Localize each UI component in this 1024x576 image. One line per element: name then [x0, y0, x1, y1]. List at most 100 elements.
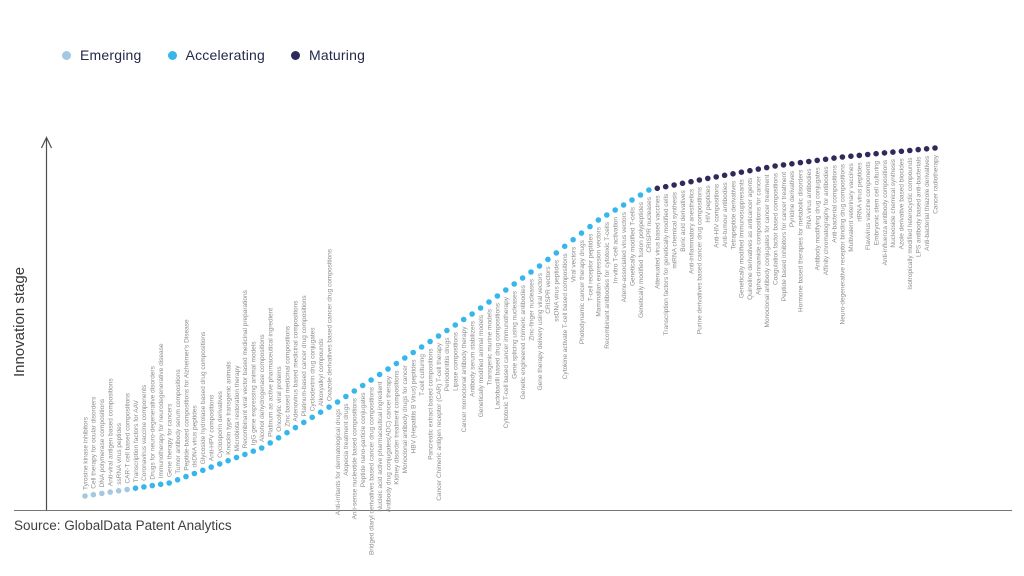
data-point: [376, 371, 383, 378]
data-point-label: Alopecia treatment drugs: [343, 403, 350, 476]
data-point: [451, 321, 459, 329]
data-point: [81, 492, 89, 500]
data-point-label: Adenovirus based medicinal compositions: [293, 300, 300, 422]
data-point-label: dsDNA virus peptides: [192, 405, 199, 468]
data-point: [839, 153, 846, 161]
data-point: [485, 298, 493, 306]
data-point: [586, 223, 594, 230]
data-point: [805, 158, 813, 165]
data-point-label: Pyridine derivatives: [789, 170, 796, 227]
data-point-label: Genetically modified fusion polypeptides: [638, 201, 645, 318]
data-point: [165, 479, 173, 487]
data-point-label: Drugs for neuro-degenerative disorders: [150, 365, 157, 479]
data-point-label: Genetically modified immunosuppresants: [739, 178, 746, 298]
data-point-label: Tetrapeptide derivatives: [730, 180, 737, 249]
data-point: [931, 144, 939, 152]
data-point-label: Adeno-associated virus vectors: [621, 211, 628, 302]
data-point: [401, 354, 409, 362]
data-point: [460, 316, 468, 323]
data-point-label: Transgenic murine models: [486, 308, 493, 385]
legend-item-accelerating: Accelerating: [167, 47, 265, 63]
data-point-label: Platinum as active pharmaceutical ingred…: [268, 308, 275, 437]
data-point-label: Coagulation factor based compositions: [772, 172, 779, 285]
data-point: [132, 484, 139, 492]
data-point-label: Azole derivative based biocides: [899, 158, 906, 250]
data-point-label: Tumor antibody serum compositions: [175, 369, 182, 474]
data-point: [409, 349, 417, 356]
legend-dot-icon: [62, 50, 71, 60]
data-point-label: Knockin type transgenic animals: [225, 361, 232, 455]
data-point: [90, 491, 97, 499]
data-point: [291, 424, 299, 431]
data-point: [544, 255, 552, 263]
legend-label: Maturing: [308, 47, 366, 63]
data-point-label: Monoclonal antibody drugs for cancer: [402, 364, 409, 473]
data-point-label: Nucleic acid active pharmaceutical ingre…: [377, 381, 384, 511]
data-point: [898, 147, 905, 155]
data-point-label: Cancer Chimeric antigen receptor (CAR) T…: [436, 342, 443, 500]
data-point: [519, 274, 526, 282]
data-point-label: Cell therapy for ocular disorders: [91, 396, 98, 489]
data-point-label: Purine derivatives based cancer drug com…: [697, 186, 704, 334]
data-point-label: miRNA chemical synthesis: [671, 191, 678, 268]
y-axis-arrowhead-icon: [40, 136, 53, 149]
data-point: [780, 161, 787, 169]
data-point: [392, 360, 400, 367]
data-point: [864, 151, 872, 158]
data-point: [493, 292, 501, 300]
data-point: [98, 489, 106, 497]
data-point-label: Mammalian expression vectors: [596, 226, 603, 316]
data-point-label: HIV peptides: [705, 185, 712, 223]
data-point: [258, 444, 266, 452]
data-point-label: Cyclodextrin drug conjugates: [310, 327, 317, 412]
data-point-label: Oncolytic viral proteins: [276, 366, 283, 432]
data-point-label: rtRNA virus peptides: [857, 162, 864, 222]
data-point-label: Anti-HIV compositions: [714, 183, 721, 248]
data-point: [569, 236, 577, 244]
data-point: [578, 229, 585, 237]
data-point: [696, 176, 703, 184]
data-point: [561, 242, 569, 250]
data-point: [199, 466, 207, 474]
data-point-label: Cytokine activate T-cell based compositi…: [562, 253, 569, 380]
data-point: [224, 457, 232, 465]
data-point: [746, 167, 754, 175]
data-point-label: Oxazole derivatives based cancer drug co…: [326, 248, 333, 401]
data-point: [468, 310, 476, 318]
data-point: [670, 181, 678, 189]
data-point: [190, 470, 198, 477]
data-point-label: Recombinant viral vector based medicinal…: [242, 289, 249, 448]
data-point-label: Tyrosine kinase inhibitors: [82, 416, 89, 490]
data-point-label: Boric acid derivatives: [680, 190, 687, 252]
data-point: [174, 476, 181, 484]
source-attribution: Source: GlobalData Patent Analytics: [14, 518, 232, 533]
data-point-label: Alkoxyalkyl compounds: [318, 338, 325, 406]
data-point-label: Hormone based therapies for metabolic di…: [798, 169, 805, 312]
data-point: [595, 216, 602, 224]
data-point-label: Coronavirus vaccine components: [141, 384, 148, 481]
chart-legend: Emerging Accelerating Maturing: [62, 47, 365, 63]
data-point-label: Anti-bacterial compositions: [831, 164, 838, 242]
data-point: [157, 480, 165, 488]
data-point: [426, 338, 434, 345]
data-point-label: Transcription factors for AAV: [133, 400, 140, 483]
data-point-label: Anti-inflammatory anesthetics: [688, 188, 695, 274]
data-point: [317, 408, 324, 416]
data-point: [881, 149, 888, 157]
data-point-label: Multivalent veterinary vaccines: [848, 162, 855, 251]
legend-dot-icon: [290, 50, 300, 60]
data-point-label: Cyclosporin derivatives: [217, 390, 224, 458]
data-point: [350, 387, 358, 395]
data-point-label: LPS antibody based anti-bacterials: [916, 156, 923, 257]
data-point-label: Anti-HPV compositions: [209, 394, 216, 461]
data-point-label: Anti-sense nucleotide based compositions: [352, 397, 359, 519]
data-point-label: Cytotoxic T-cell based cancer immunother…: [503, 296, 510, 428]
data-point: [771, 162, 779, 170]
data-point-label: Neuro-degenerative receptor binding drug…: [840, 163, 847, 324]
data-point: [384, 365, 392, 373]
data-point: [763, 164, 771, 171]
data-point: [334, 398, 341, 406]
data-points: [81, 144, 939, 500]
